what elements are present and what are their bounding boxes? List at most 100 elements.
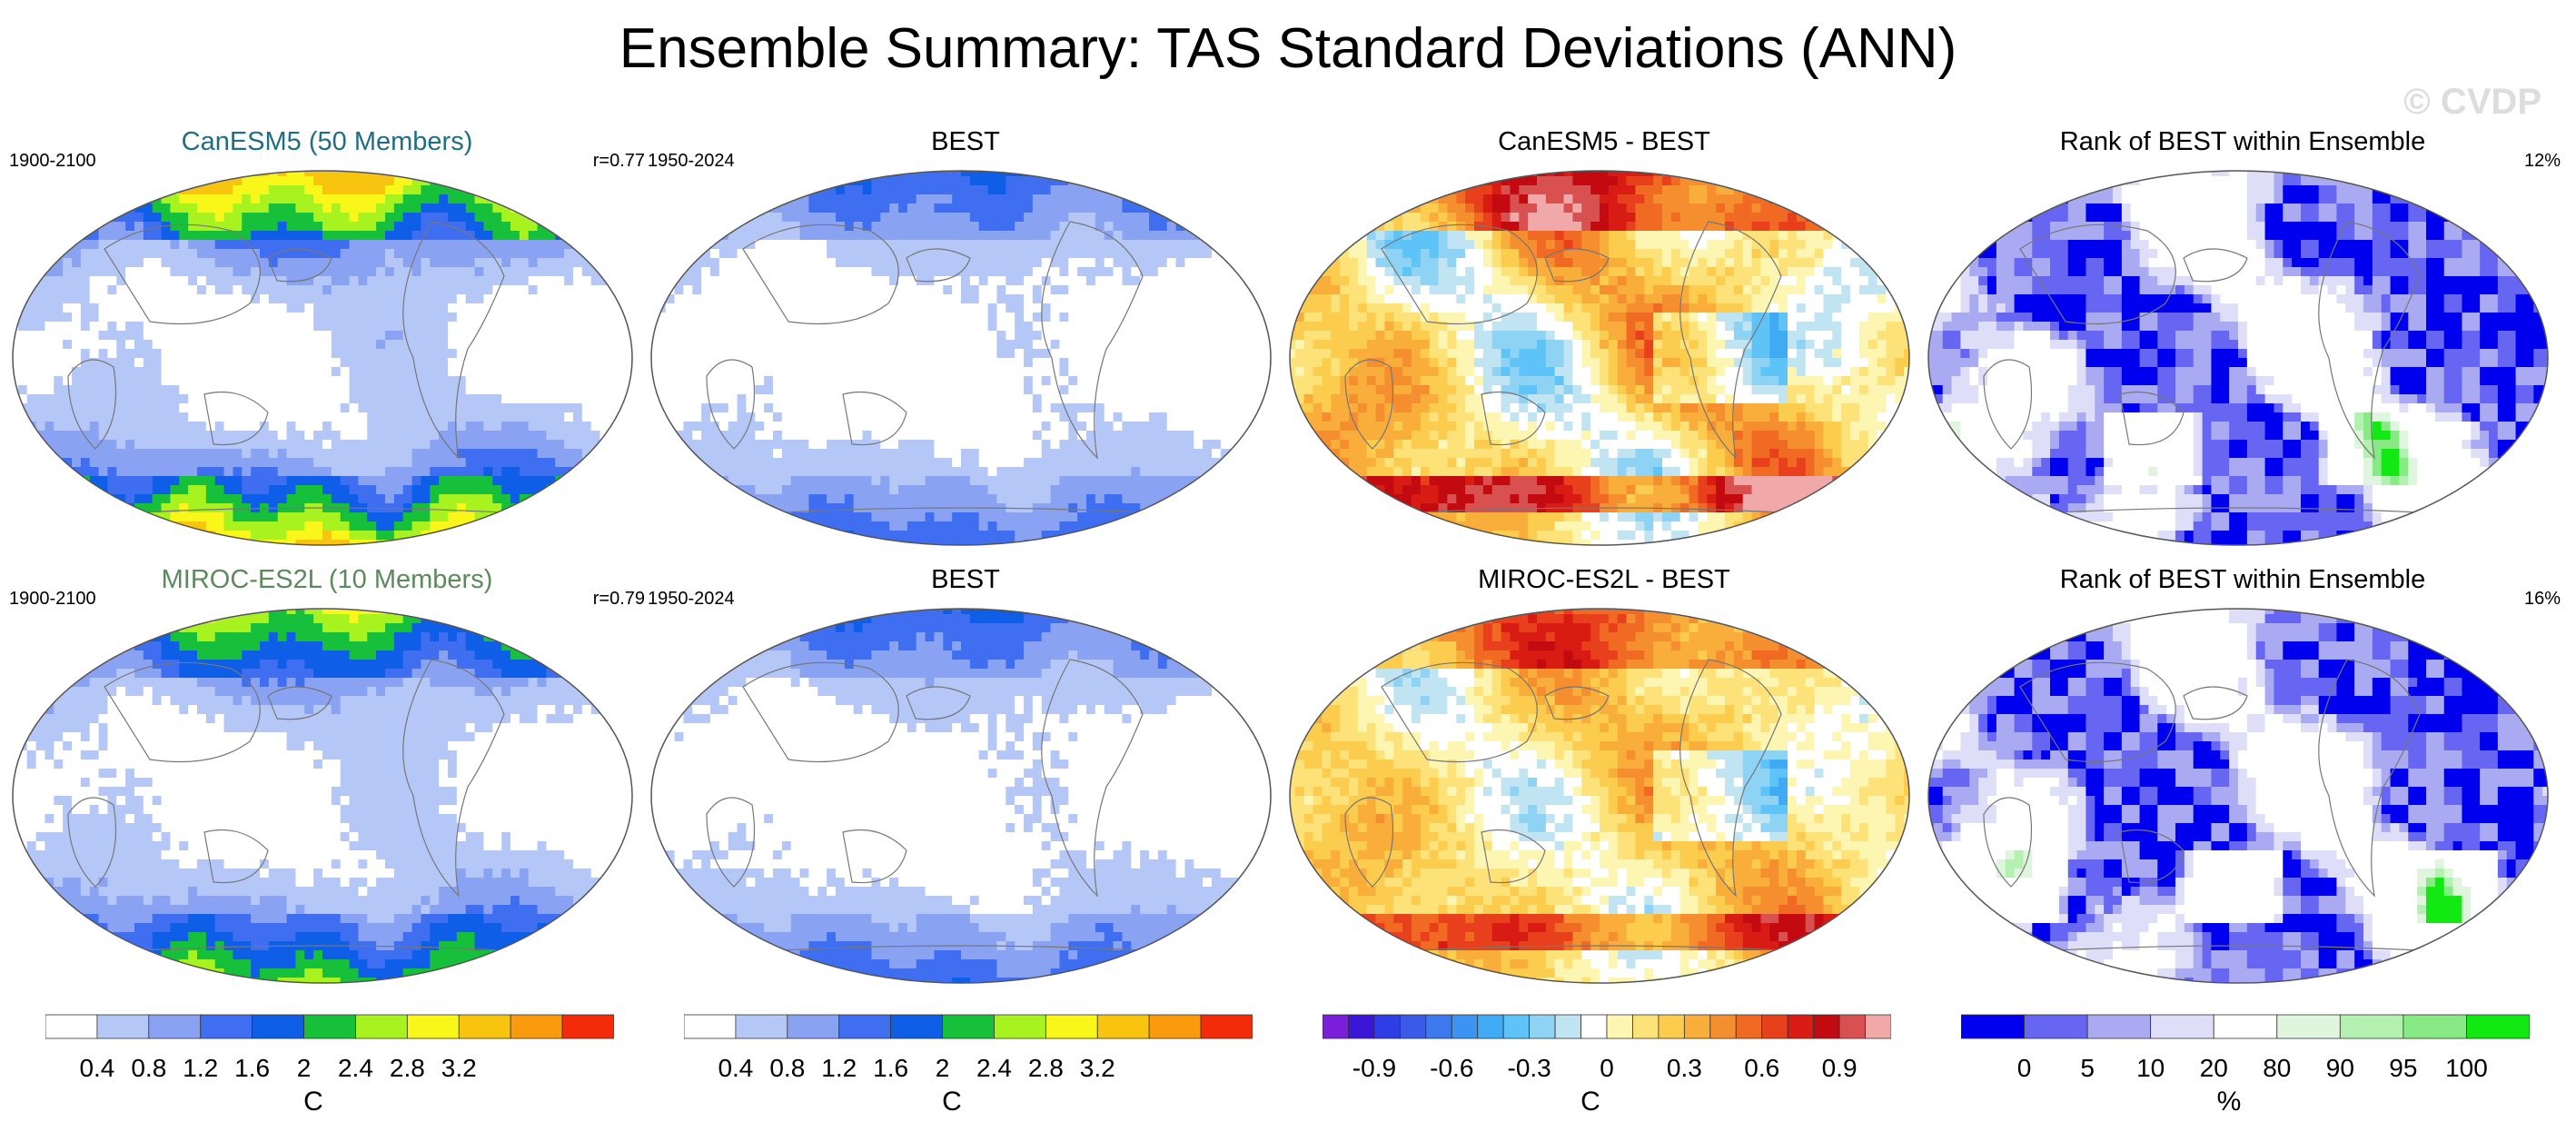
colorbar-swatch xyxy=(1838,1014,1866,1039)
robinson-map xyxy=(1925,167,2551,553)
colorbar-swatch xyxy=(890,1014,943,1039)
colorbar-tick-label: 1.2 xyxy=(821,1054,857,1083)
colorbar-swatch xyxy=(942,1014,995,1039)
colorbar-swatch xyxy=(1200,1014,1253,1039)
colorbar-swatch xyxy=(1632,1014,1660,1039)
colorbar-swatch xyxy=(1373,1014,1401,1039)
colorbar-swatch xyxy=(2213,1014,2278,1039)
colorbar-swatch xyxy=(1658,1014,1685,1039)
colorbar-tick-label: 3.2 xyxy=(441,1054,477,1083)
colorbar-swatch xyxy=(735,1014,788,1039)
colorbar-swatch xyxy=(1425,1014,1452,1039)
colorbar-swatch xyxy=(1502,1014,1531,1039)
colorbar-tick-label: 0.4 xyxy=(718,1054,753,1083)
colorbar-swatch xyxy=(1787,1014,1815,1039)
colorbar-swatch xyxy=(838,1014,892,1039)
page-title: Ensemble Summary: TAS Standard Deviation… xyxy=(0,16,2576,81)
colorbar-tick-label: 0.4 xyxy=(79,1054,114,1083)
colorbar-swatch xyxy=(2150,1014,2214,1039)
colorbar-swatch xyxy=(2466,1014,2531,1039)
colorbar-swatch xyxy=(1683,1014,1711,1039)
panel-title: CanESM5 - BEST xyxy=(1286,127,1922,157)
colorbar-tick-label: 95 xyxy=(2389,1054,2417,1083)
robinson-map xyxy=(9,167,636,553)
robinson-map xyxy=(648,167,1274,553)
colorbar-swatch xyxy=(1477,1014,1504,1039)
colorbar-swatch xyxy=(561,1014,615,1039)
colorbar-std: 0.4 0.8 1.2 1.6 2 2.4 2.8 3.2 C xyxy=(45,1014,615,1117)
colorbar-swatch xyxy=(1148,1014,1202,1039)
colorbar-swatch xyxy=(2024,1014,2088,1039)
colorbar-unit-label: C xyxy=(942,1087,962,1117)
colorbar-swatch xyxy=(1045,1014,1098,1039)
colorbar-swatch xyxy=(1322,1014,1349,1039)
colorbar-swatch xyxy=(1580,1014,1608,1039)
robinson-map xyxy=(1286,605,1913,991)
colorbar-swatch xyxy=(355,1014,408,1039)
colorbar-swatch xyxy=(406,1014,460,1039)
colorbar-diff: -0.9 -0.6 -0.3 0 0.3 0.6 0.9 C xyxy=(1322,1014,1892,1117)
map-panel: BEST 1950-2024 xyxy=(648,127,1283,563)
panel-period: 1950-2024 xyxy=(648,589,735,610)
panel-stat: r=0.79 xyxy=(593,589,645,610)
colorbar-tick-label: 2.8 xyxy=(1028,1054,1064,1083)
colorbar-swatch xyxy=(148,1014,202,1039)
colorbar-tick-label: -0.6 xyxy=(1430,1054,1473,1083)
colorbar-tick-label: 3.2 xyxy=(1080,1054,1115,1083)
panel-title: Rank of BEST within Ensemble xyxy=(1925,127,2561,157)
colorbar-swatch xyxy=(510,1014,563,1039)
colorbar-swatch xyxy=(1399,1014,1427,1039)
colorbar-tick-label: 2 xyxy=(936,1054,950,1083)
colorbar-swatch xyxy=(994,1014,1046,1039)
colorbar-tick-label: 1.2 xyxy=(183,1054,218,1083)
colorbar-tick-label: -0.9 xyxy=(1352,1054,1396,1083)
colorbar-swatch xyxy=(1451,1014,1479,1039)
map-panel: MIROC-ES2L (10 Members) 1900-2100 r=0.79 xyxy=(9,565,645,1001)
colorbar-tick-label: 1.6 xyxy=(234,1054,270,1083)
colorbar-unit-label: C xyxy=(303,1087,323,1117)
colorbar-tick-label: 0.3 xyxy=(1667,1054,1702,1083)
colorbar-swatch xyxy=(1865,1014,1892,1039)
colorbar-tick-label: 20 xyxy=(2200,1054,2228,1083)
panel-title: MIROC-ES2L - BEST xyxy=(1286,565,1922,595)
cvdp-watermark: © CVDP xyxy=(2403,82,2541,123)
colorbar-tick-label: 90 xyxy=(2326,1054,2354,1083)
colorbar-tick-label: 1.6 xyxy=(873,1054,908,1083)
colorbar-tick-label: 0 xyxy=(1600,1054,1614,1083)
colorbar-swatch xyxy=(1735,1014,1763,1039)
panel-period: 1900-2100 xyxy=(9,589,96,610)
colorbar-swatch xyxy=(1709,1014,1737,1039)
colorbar-tick-label: 2 xyxy=(297,1054,312,1083)
panel-title: MIROC-ES2L (10 Members) xyxy=(9,565,645,595)
panel-title: BEST xyxy=(648,127,1283,157)
colorbar-swatch xyxy=(1348,1014,1375,1039)
colorbar-swatch xyxy=(303,1014,356,1039)
map-panel: Rank of BEST within Ensemble 12% xyxy=(1925,127,2561,563)
robinson-map xyxy=(1925,605,2551,991)
robinson-map xyxy=(9,605,636,991)
colorbar-unit-label: % xyxy=(2217,1087,2242,1117)
colorbar-swatch xyxy=(2276,1014,2341,1039)
colorbar-swatch xyxy=(1554,1014,1581,1039)
map-panel: CanESM5 - BEST xyxy=(1286,127,1922,563)
colorbar-swatch xyxy=(1761,1014,1788,1039)
colorbar-swatch xyxy=(200,1014,253,1039)
colorbar-tick-label: 100 xyxy=(2445,1054,2488,1083)
colorbar-tick-label: -0.3 xyxy=(1508,1054,1551,1083)
robinson-map xyxy=(1286,167,1913,553)
colorbar-std_obs: 0.4 0.8 1.2 1.6 2 2.4 2.8 3.2 C xyxy=(683,1014,1253,1117)
map-panel: BEST 1950-2024 xyxy=(648,565,1283,1001)
panel-title: CanESM5 (50 Members) xyxy=(9,127,645,157)
panel-stat: r=0.77 xyxy=(593,151,645,172)
robinson-map xyxy=(648,605,1274,991)
colorbar-swatch xyxy=(96,1014,150,1039)
map-panel: CanESM5 (50 Members) 1900-2100 r=0.77 xyxy=(9,127,645,563)
colorbar-rank: 0 5 10 20 80 90 95 100% xyxy=(1960,1014,2531,1117)
colorbar-swatch xyxy=(252,1014,304,1039)
colorbar-swatch xyxy=(1529,1014,1556,1039)
colorbar-tick-label: 0.8 xyxy=(131,1054,166,1083)
colorbar-swatch xyxy=(2339,1014,2404,1039)
colorbar-swatch xyxy=(45,1014,98,1039)
map-panel: MIROC-ES2L - BEST xyxy=(1286,565,1922,1001)
colorbar-tick-label: 0.6 xyxy=(1744,1054,1779,1083)
